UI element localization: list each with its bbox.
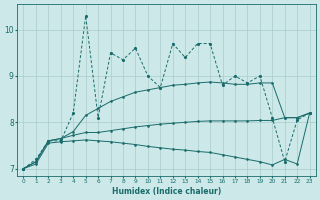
X-axis label: Humidex (Indice chaleur): Humidex (Indice chaleur)	[112, 187, 221, 196]
